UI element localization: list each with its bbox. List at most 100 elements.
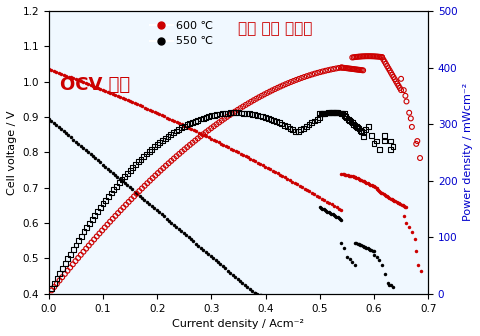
Point [45, 116, 53, 121]
Point [308, 120, 315, 125]
Point [180, 230, 188, 236]
Point [195, 130, 203, 135]
Point [303, 74, 311, 79]
Point [217, 141, 225, 146]
Point [362, 127, 370, 132]
Point [153, 208, 160, 213]
Point [131, 189, 139, 194]
Point [337, 171, 345, 176]
Point [56, 271, 63, 276]
Point [381, 59, 388, 65]
Point [248, 112, 256, 117]
Point [105, 194, 112, 199]
Point [374, 54, 382, 59]
Point [408, 124, 416, 130]
Point [407, 116, 415, 121]
Point [297, 306, 304, 311]
Point [333, 205, 340, 210]
Point [369, 248, 376, 253]
Point [320, 207, 327, 212]
Point [386, 147, 394, 152]
Point [336, 110, 344, 116]
Point [363, 53, 371, 59]
Point [123, 171, 131, 176]
Point [67, 75, 75, 80]
Point [369, 183, 377, 188]
Point [77, 234, 85, 239]
Point [356, 242, 364, 248]
Point [319, 111, 326, 116]
Point [104, 166, 111, 171]
Point [298, 75, 305, 81]
Point [412, 141, 420, 146]
Point [382, 193, 390, 198]
Point [89, 83, 97, 89]
Point [116, 94, 124, 100]
Point [203, 133, 210, 139]
Point [156, 140, 164, 145]
Point [138, 195, 146, 201]
Point [168, 220, 175, 225]
Point [124, 97, 132, 103]
Point [284, 176, 291, 181]
Point [276, 84, 284, 89]
Point [218, 118, 226, 123]
Point [367, 53, 374, 59]
Point [136, 193, 144, 198]
Point [237, 151, 244, 156]
Point [378, 54, 386, 60]
Point [119, 95, 126, 101]
Point [236, 278, 244, 284]
Point [234, 107, 241, 113]
Point [389, 144, 397, 150]
Point [212, 138, 220, 144]
Point [231, 109, 239, 114]
Point [403, 205, 410, 210]
Point [205, 135, 213, 140]
Point [64, 256, 72, 261]
Point [70, 76, 77, 81]
Point [251, 291, 259, 296]
Point [141, 183, 148, 188]
Point [227, 110, 234, 116]
Point [286, 126, 294, 131]
Point [300, 74, 308, 80]
Point [386, 68, 394, 73]
Point [197, 131, 205, 136]
Point [137, 157, 145, 162]
Point [373, 254, 381, 259]
Point [316, 205, 324, 210]
Point [296, 305, 303, 311]
Point [325, 110, 333, 116]
Point [349, 66, 357, 72]
Point [289, 303, 297, 309]
Point [335, 110, 343, 116]
Point [83, 225, 91, 230]
Point [202, 115, 210, 120]
Point [266, 296, 274, 301]
Point [96, 160, 104, 165]
Point [132, 162, 139, 167]
Point [204, 251, 212, 257]
Point [185, 125, 193, 131]
Point [402, 93, 409, 98]
Point [387, 282, 395, 288]
Point [106, 168, 114, 173]
Point [274, 298, 281, 303]
Point [344, 117, 352, 122]
Point [360, 134, 367, 139]
Point [395, 201, 403, 206]
Point [215, 139, 222, 145]
Point [143, 199, 151, 205]
Point [156, 210, 163, 215]
Point [207, 113, 215, 119]
Point [253, 292, 261, 297]
Point [128, 197, 135, 202]
Point [227, 270, 234, 275]
Point [331, 110, 339, 116]
Point [350, 67, 358, 72]
Point [381, 138, 389, 144]
Point [92, 156, 99, 161]
Point [107, 90, 114, 96]
Point [301, 186, 309, 191]
